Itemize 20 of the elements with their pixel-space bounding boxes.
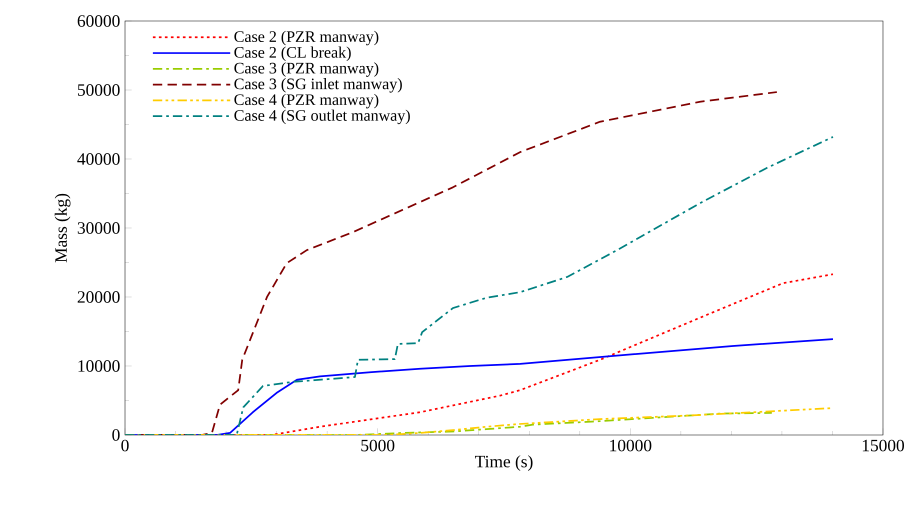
x-tick-label: 10000	[610, 440, 652, 452]
legend-label: Case 2 (PZR manway)	[234, 30, 378, 46]
x-tick-label: 15000	[862, 440, 904, 452]
y-tick-label: 0	[112, 429, 120, 441]
legend-label: Case 2 (CL break)	[234, 46, 351, 62]
x-axis-title: Time (s)	[475, 455, 533, 471]
y-axis-title: Mass (kg)	[54, 194, 70, 262]
y-tick-label: 30000	[78, 222, 120, 234]
y-tick-label: 10000	[78, 360, 120, 372]
legend-label: Case 4 (PZR manway)	[234, 94, 378, 108]
x-tick-label: 5000	[361, 440, 394, 452]
x-tick-label: 0	[121, 440, 129, 452]
y-tick-label: 60000	[78, 15, 120, 27]
legend-label: Case 3 (PZR manway)	[234, 62, 378, 77]
y-tick-label: 40000	[77, 153, 120, 165]
y-tick-label: 20000	[78, 291, 120, 303]
legend-label: Case 3 (SG inlet manway)	[234, 78, 402, 93]
y-tick-label: 50000	[78, 84, 120, 96]
line-series	[125, 136, 834, 435]
legend-label: Case 4 (SG outlet manway)	[234, 110, 410, 124]
